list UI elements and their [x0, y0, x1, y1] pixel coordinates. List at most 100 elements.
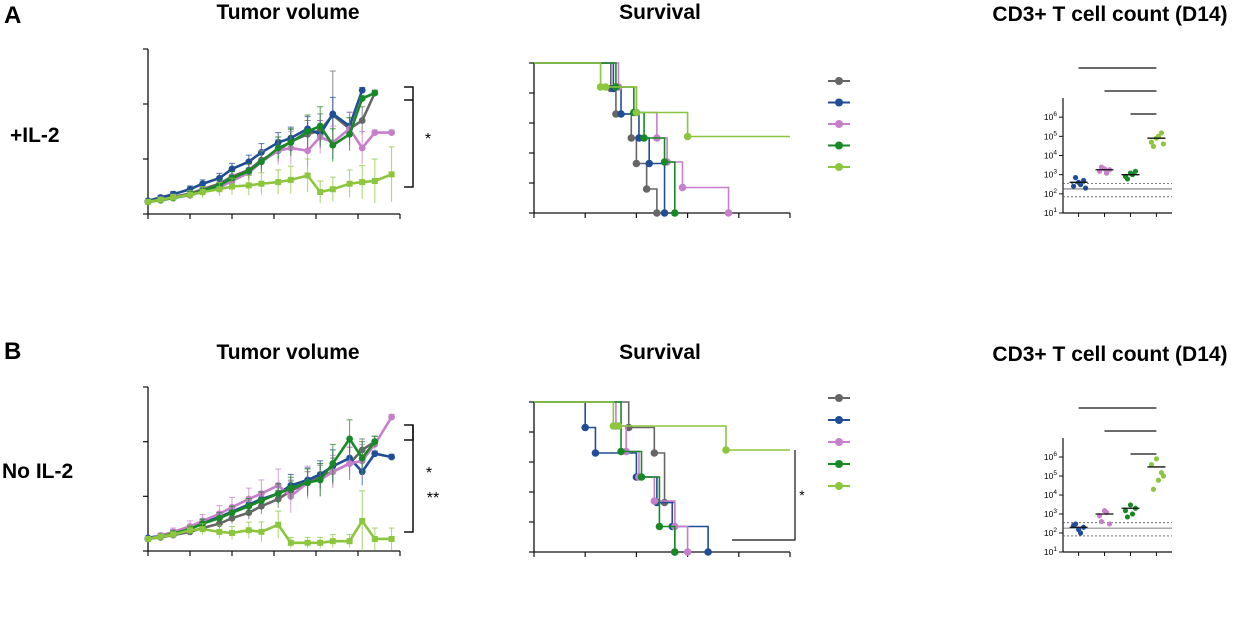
legend-swatch-marker — [835, 438, 843, 446]
legend-item-costar-td — [828, 438, 850, 446]
data-point — [199, 180, 207, 188]
y-tick-label: 105 — [1044, 130, 1057, 141]
data-point — [1072, 521, 1079, 527]
data-point — [1155, 477, 1162, 483]
legend-item-costar-tcr-td — [828, 482, 850, 490]
survival-chart-b — [529, 401, 791, 557]
data-point — [258, 497, 265, 505]
data-point — [245, 527, 252, 534]
survival-step-line — [534, 401, 790, 451]
y-tick-label: 104 — [1044, 150, 1057, 161]
data-point — [371, 89, 379, 97]
legend-swatch-marker — [835, 394, 843, 402]
data-point — [287, 539, 294, 546]
data-point — [388, 535, 395, 542]
data-point — [1158, 130, 1165, 136]
data-point — [1150, 486, 1157, 492]
data-point — [329, 460, 337, 467]
data-point — [170, 531, 177, 538]
tumor-volume-chart-a — [143, 48, 401, 219]
censor-point — [660, 209, 669, 217]
data-point — [1124, 176, 1131, 182]
group-tcr-costar-td — [1147, 456, 1167, 492]
data-point — [346, 180, 353, 187]
data-point — [358, 454, 366, 462]
data-point — [258, 180, 265, 187]
group-costar-td — [1095, 508, 1114, 527]
cd3-title-a: CD3+ T cell count (D14) — [992, 3, 1227, 26]
data-point — [1106, 521, 1113, 527]
survival-step-line — [534, 401, 676, 552]
data-point — [1098, 164, 1105, 170]
data-point — [329, 141, 337, 149]
data-point — [274, 490, 282, 497]
censor-point — [640, 134, 648, 142]
data-point — [1072, 175, 1079, 181]
series-tcr-td — [534, 401, 679, 556]
legend-item-non-td — [828, 98, 850, 107]
data-point — [1103, 170, 1110, 176]
legend-item-no-treatment — [828, 394, 850, 402]
tumor-sig-star-a: * — [425, 131, 431, 148]
data-point — [245, 167, 253, 175]
data-point — [388, 171, 395, 178]
legend-swatch-marker — [835, 77, 843, 85]
survival-step-line — [534, 62, 790, 138]
data-point — [187, 527, 193, 534]
censor-point — [650, 449, 659, 457]
data-point — [275, 521, 282, 528]
data-point — [199, 189, 206, 195]
survival-title-a: Survival — [619, 1, 701, 24]
cd3-title-b: CD3+ T cell count (D14) — [992, 343, 1227, 366]
data-point — [359, 517, 366, 524]
data-point — [329, 186, 336, 193]
legend-item-costar-td — [828, 120, 850, 128]
data-point — [258, 528, 265, 535]
data-point — [199, 526, 206, 533]
series-costar-tcr-td — [534, 401, 790, 454]
panel-a-label: A — [4, 2, 21, 29]
data-point — [1077, 182, 1084, 188]
data-point — [329, 538, 336, 545]
y-tick-label: 102 — [1044, 527, 1057, 538]
data-point — [157, 533, 164, 540]
legend-item-non-td — [828, 416, 850, 424]
data-point — [388, 453, 395, 461]
group-tcr-td — [1121, 168, 1140, 182]
data-point — [1077, 530, 1084, 536]
data-point — [371, 438, 379, 446]
series-line — [147, 416, 393, 541]
legend-swatch-marker — [835, 163, 843, 171]
y-tick-label: 101 — [1044, 207, 1057, 218]
tumor-significance-a: * — [404, 86, 431, 188]
row-label-il2: +IL-2 — [10, 124, 60, 147]
data-point — [245, 182, 252, 189]
data-point — [216, 528, 223, 535]
legend-item-no-treatment — [828, 77, 850, 85]
survival-title-b: Survival — [619, 341, 701, 364]
y-tick-label: 103 — [1044, 508, 1057, 519]
data-point — [1160, 473, 1167, 479]
data-point — [1122, 508, 1129, 514]
censor-point — [655, 522, 664, 531]
censor-point — [660, 158, 669, 166]
legend-item-tcr-td — [828, 460, 850, 468]
group-costar-td — [1095, 164, 1114, 176]
data-point — [216, 186, 223, 193]
group-tcr-costar-td — [1147, 130, 1167, 149]
tumor-title-b: Tumor volume — [216, 341, 359, 364]
data-point — [346, 435, 353, 443]
censor-point — [678, 183, 687, 192]
series-costar-td — [144, 413, 395, 543]
data-point — [346, 130, 353, 138]
data-point — [170, 194, 177, 201]
data-point — [1148, 139, 1155, 145]
data-point — [1160, 141, 1167, 147]
tumor-sig-star-b1: * — [426, 465, 432, 482]
data-point — [287, 139, 295, 146]
data-point — [1153, 456, 1160, 462]
series-tcr-costar-td — [145, 146, 395, 205]
y-tick-label: 103 — [1044, 169, 1057, 180]
data-point — [1148, 461, 1155, 468]
